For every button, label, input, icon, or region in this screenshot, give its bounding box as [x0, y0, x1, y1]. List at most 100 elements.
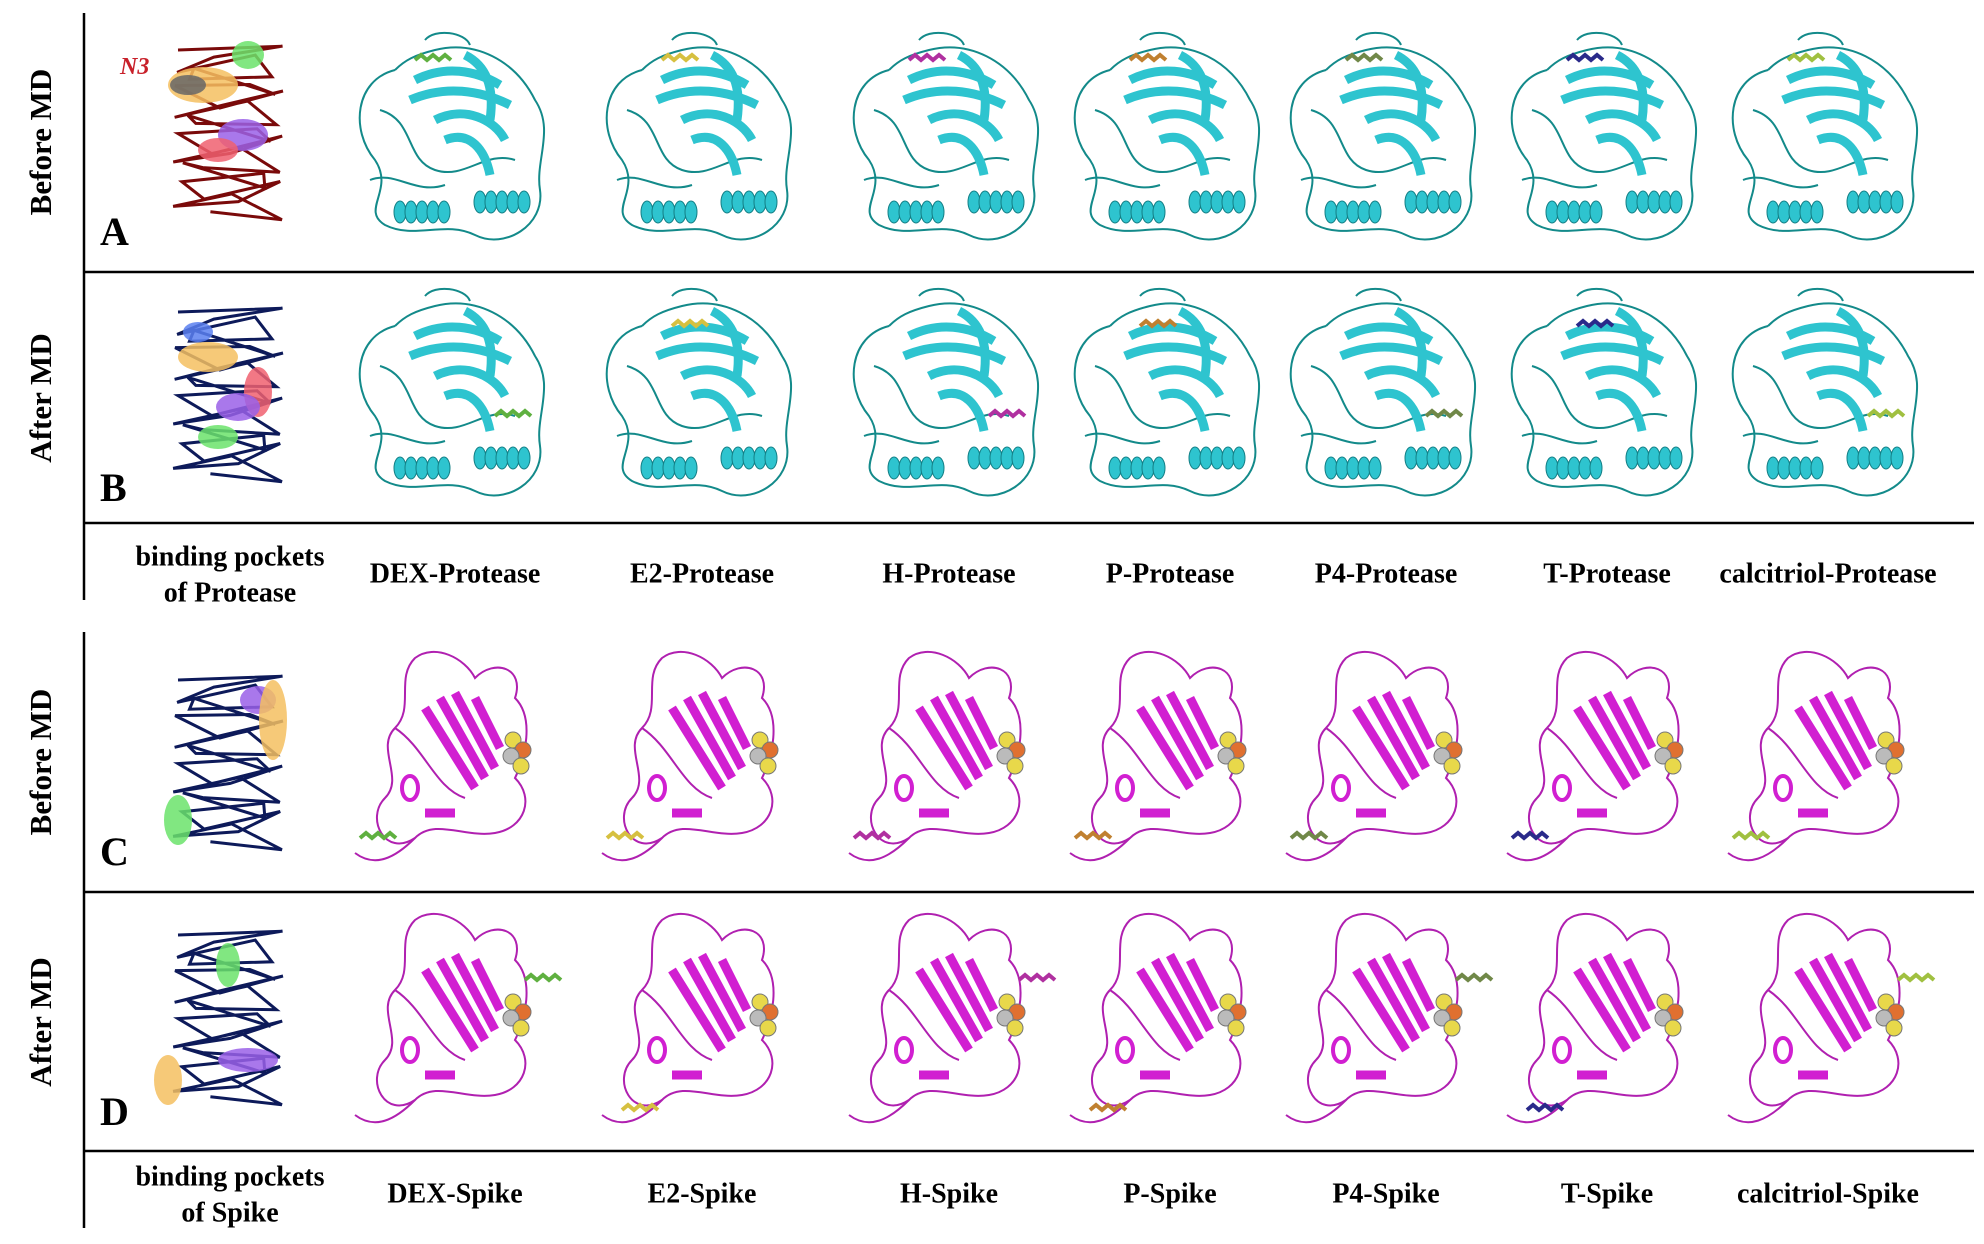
helix	[1210, 190, 1224, 214]
loop	[863, 176, 940, 189]
helix	[506, 190, 520, 214]
strand	[1614, 50, 1648, 121]
helix	[1437, 190, 1451, 214]
caption: H-Spike	[900, 1178, 998, 1209]
strand	[421, 705, 479, 791]
loop	[848, 837, 910, 862]
helix	[1810, 200, 1824, 224]
loop	[1090, 651, 1243, 845]
helix	[1545, 456, 1559, 480]
strand	[443, 389, 495, 433]
loop	[1521, 176, 1598, 189]
strand	[1367, 957, 1420, 1043]
loop	[641, 989, 713, 1061]
pocket-caption: binding pockets	[135, 1161, 324, 1192]
helix	[1119, 456, 1133, 480]
spike-structure	[1727, 913, 1936, 1124]
helix	[640, 200, 654, 224]
strand	[926, 365, 1004, 399]
spike-structure	[1069, 651, 1247, 862]
strand	[930, 695, 983, 781]
protease-structure	[1073, 287, 1261, 497]
spike-structure	[1285, 651, 1463, 862]
strand	[1816, 133, 1868, 177]
spike-structure	[1069, 913, 1247, 1124]
strand	[1588, 957, 1641, 1043]
loop	[1084, 176, 1161, 189]
panel-letter: C	[100, 829, 129, 874]
sphere	[1227, 757, 1245, 775]
helix	[1426, 190, 1440, 214]
loop	[1139, 31, 1186, 46]
strand	[443, 133, 495, 177]
protease-structure	[1510, 31, 1698, 241]
helix	[662, 456, 676, 480]
helix	[415, 200, 429, 224]
strand	[432, 365, 510, 399]
strand	[690, 133, 742, 177]
helix	[978, 446, 992, 470]
strand	[1177, 50, 1211, 121]
helix	[1221, 190, 1235, 214]
strand	[1151, 957, 1204, 1043]
helix	[1130, 200, 1144, 224]
caption: P4-Spike	[1332, 1178, 1439, 1209]
strand	[926, 109, 1004, 143]
strand	[945, 952, 993, 1033]
helix	[887, 200, 901, 224]
helix	[1669, 446, 1683, 470]
loop	[1527, 651, 1680, 845]
helix	[400, 1036, 420, 1064]
helix	[1324, 456, 1338, 480]
spike-structure	[354, 913, 563, 1124]
strand	[679, 109, 757, 143]
strand	[956, 306, 990, 377]
helix	[484, 190, 498, 214]
pocket	[216, 943, 240, 987]
helix	[404, 456, 418, 480]
ligand	[1138, 318, 1178, 329]
strand	[902, 86, 1007, 110]
loop	[1731, 302, 1919, 497]
loop	[1576, 287, 1623, 302]
loop	[354, 837, 416, 862]
helix	[1404, 446, 1418, 470]
strand	[717, 957, 752, 1013]
strand	[945, 690, 993, 771]
caption: P4-Protease	[1315, 558, 1458, 589]
loop	[1325, 727, 1397, 799]
loop	[1527, 913, 1680, 1107]
strand	[668, 967, 726, 1053]
loop	[852, 46, 1040, 241]
strand	[1393, 50, 1427, 121]
spike-structure	[1727, 651, 1905, 862]
strand	[683, 695, 736, 781]
helix	[484, 446, 498, 470]
helix	[651, 200, 665, 224]
helix	[1188, 446, 1202, 470]
ligand	[1073, 830, 1113, 841]
strand	[1824, 952, 1872, 1033]
pocket	[232, 41, 264, 69]
loop	[1727, 837, 1789, 862]
strand	[1595, 133, 1647, 177]
protease-structure	[1073, 31, 1261, 241]
helix	[909, 200, 923, 224]
caption: DEX-Protease	[370, 558, 541, 589]
loop	[1300, 176, 1377, 189]
helix	[894, 1036, 914, 1064]
helix	[1199, 446, 1213, 470]
helix	[1357, 200, 1371, 224]
strand	[1177, 306, 1211, 377]
spike-structure	[1506, 651, 1684, 862]
ligand	[1017, 972, 1057, 983]
strand	[1794, 967, 1852, 1053]
strand	[451, 690, 499, 771]
helix	[764, 446, 778, 470]
strand	[1158, 133, 1210, 177]
strand	[470, 695, 505, 751]
strand	[1151, 695, 1204, 781]
loop	[616, 432, 693, 445]
helix	[1210, 446, 1224, 470]
strand	[470, 957, 505, 1013]
